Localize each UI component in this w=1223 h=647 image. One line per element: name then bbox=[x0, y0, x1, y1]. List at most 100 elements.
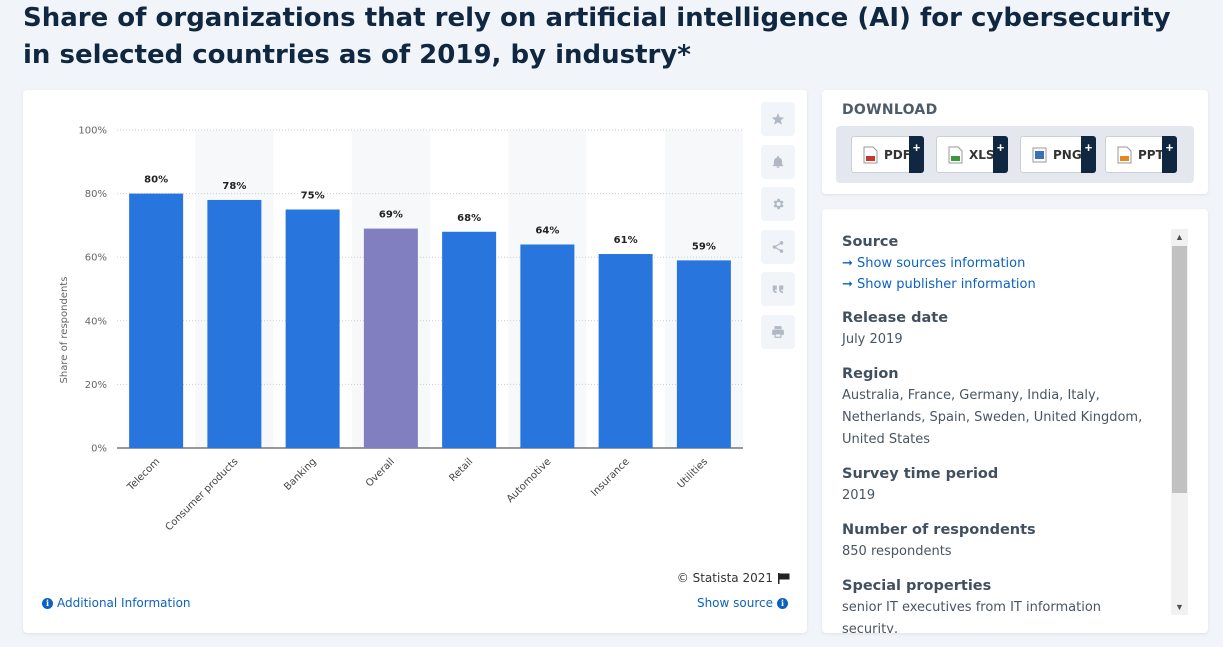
bar-insurance bbox=[598, 254, 653, 448]
data-label: 78% bbox=[222, 181, 246, 192]
quote-icon bbox=[772, 285, 784, 294]
bar-consumer-products bbox=[207, 199, 262, 448]
download-png-button[interactable]: PNG + bbox=[1020, 136, 1096, 173]
favorite-button[interactable] bbox=[761, 102, 795, 136]
x-tick-label: Automotive bbox=[505, 456, 554, 505]
chart-toolbar bbox=[761, 102, 795, 357]
source-section: Source ➞ Show sources information ➞ Show… bbox=[842, 231, 1160, 295]
info-icon: i bbox=[777, 597, 788, 609]
y-tick-label: 100% bbox=[78, 126, 107, 137]
survey-period-section: Survey time period 2019 bbox=[842, 463, 1160, 507]
chart-card: 80% 78% 75% 69% 68% 64% 61% 59% 0% 20% 40% 60% 80% 1… bbox=[23, 90, 807, 633]
data-label: 61% bbox=[614, 235, 638, 246]
bar-automotive bbox=[520, 244, 575, 448]
print-button[interactable] bbox=[761, 314, 795, 349]
pdf-plus-icon[interactable]: + bbox=[909, 136, 924, 173]
settings-button[interactable] bbox=[761, 187, 795, 221]
survey-period-value: 2019 bbox=[842, 488, 876, 503]
copyright-text: © Statista 2021 bbox=[676, 571, 773, 585]
show-sources-link[interactable]: ➞ Show sources information bbox=[842, 256, 1026, 271]
download-title: DOWNLOAD bbox=[842, 102, 938, 118]
data-label: 59% bbox=[692, 241, 716, 252]
bar-retail bbox=[442, 231, 497, 448]
release-date-value: July 2019 bbox=[842, 332, 903, 347]
ppt-label: PPT bbox=[1138, 147, 1164, 162]
x-tick-label: Overall bbox=[364, 456, 397, 489]
region-value: Australia, France, Germany, India, Italy… bbox=[842, 388, 1143, 447]
x-tick-label: Telecom bbox=[125, 456, 162, 493]
y-tick-label: 20% bbox=[85, 380, 107, 391]
gear-icon bbox=[773, 198, 784, 210]
bar-banking bbox=[285, 209, 340, 448]
data-label: 75% bbox=[301, 191, 325, 202]
special-properties-heading: Special properties bbox=[842, 578, 992, 594]
pdf-label: PDF bbox=[884, 147, 911, 162]
share-icon bbox=[772, 240, 784, 253]
info-content: Source ➞ Show sources information ➞ Show… bbox=[842, 231, 1160, 633]
bar-telecom bbox=[129, 193, 184, 448]
scroll-thumb[interactable] bbox=[1172, 246, 1187, 493]
download-card: DOWNLOAD PDF + XLS + PNG + PPT + bbox=[822, 90, 1208, 194]
respondents-value: 850 respondents bbox=[842, 544, 952, 559]
y-tick-label: 0% bbox=[91, 444, 107, 455]
y-tick-label: 60% bbox=[85, 253, 107, 264]
copyright: © Statista 2021 bbox=[677, 571, 790, 585]
x-tick-label: Consumer products bbox=[164, 456, 241, 533]
xls-file-icon bbox=[948, 146, 963, 163]
bar-utilities bbox=[676, 260, 731, 448]
bar-overall bbox=[363, 228, 418, 448]
x-tick-label: Retail bbox=[447, 456, 475, 484]
data-label: 64% bbox=[535, 225, 559, 236]
bell-icon bbox=[772, 155, 784, 168]
data-label: 69% bbox=[379, 210, 403, 221]
y-tick-label: 80% bbox=[85, 189, 107, 200]
pdf-file-icon bbox=[863, 146, 878, 163]
show-source-link[interactable]: Show source i bbox=[697, 596, 788, 610]
y-axis-label: Share of respondents bbox=[59, 277, 70, 384]
special-properties-value: senior IT executives from IT information… bbox=[842, 600, 1102, 633]
page-title: Share of organizations that rely on arti… bbox=[23, 3, 1171, 70]
show-source-label: Show source bbox=[696, 596, 773, 610]
flag-icon bbox=[778, 572, 790, 584]
scroll-down-icon[interactable]: ▼ bbox=[1175, 602, 1184, 612]
release-date-heading: Release date bbox=[842, 310, 949, 326]
xls-plus-icon[interactable]: + bbox=[993, 136, 1008, 173]
data-label: 80% bbox=[144, 175, 168, 186]
png-plus-icon[interactable]: + bbox=[1081, 136, 1096, 173]
info-scrollbar[interactable]: ▲ ▼ bbox=[1171, 229, 1188, 615]
data-label: 68% bbox=[457, 213, 481, 224]
x-tick-label: Insurance bbox=[589, 456, 631, 498]
scroll-up-icon[interactable]: ▲ bbox=[1175, 232, 1184, 242]
ppt-plus-icon[interactable]: + bbox=[1162, 136, 1177, 173]
print-icon bbox=[772, 325, 784, 338]
download-xls-button[interactable]: XLS + bbox=[936, 136, 1008, 173]
ppt-file-icon bbox=[1117, 146, 1132, 163]
bar-chart: 80% 78% 75% 69% 68% 64% 61% 59% 0% 20% 40% 60% 80% 1… bbox=[59, 126, 743, 533]
respondents-section: Number of respondents 850 respondents bbox=[842, 519, 1160, 563]
notification-button[interactable] bbox=[761, 144, 795, 179]
png-label: PNG bbox=[1053, 147, 1082, 162]
source-heading: Source bbox=[842, 234, 899, 250]
download-pdf-button[interactable]: PDF + bbox=[851, 136, 924, 173]
region-section: Region Australia, France, Germany, India… bbox=[842, 363, 1160, 451]
show-publisher-link[interactable]: ➞ Show publisher information bbox=[842, 277, 1036, 292]
x-tick-label: Banking bbox=[282, 456, 318, 492]
download-bar: PDF + XLS + PNG + PPT + bbox=[836, 126, 1194, 183]
star-icon bbox=[771, 113, 785, 125]
png-file-icon bbox=[1032, 147, 1047, 162]
special-properties-section: Special properties senior IT executives … bbox=[842, 575, 1160, 633]
y-tick-label: 40% bbox=[85, 316, 107, 327]
region-heading: Region bbox=[842, 366, 899, 382]
additional-information-label: Additional Information bbox=[57, 596, 191, 610]
info-card: Source ➞ Show sources information ➞ Show… bbox=[822, 209, 1208, 633]
respondents-heading: Number of respondents bbox=[842, 522, 1036, 538]
share-button[interactable] bbox=[761, 229, 795, 264]
info-icon: i bbox=[42, 597, 53, 609]
survey-period-heading: Survey time period bbox=[842, 466, 999, 482]
cite-button[interactable] bbox=[761, 272, 795, 306]
release-date-section: Release date July 2019 bbox=[842, 307, 1160, 351]
download-ppt-button[interactable]: PPT + bbox=[1105, 136, 1177, 173]
xls-label: XLS bbox=[969, 147, 995, 162]
x-tick-label: Utilities bbox=[676, 456, 710, 490]
additional-information-link[interactable]: i Additional Information bbox=[42, 596, 191, 610]
